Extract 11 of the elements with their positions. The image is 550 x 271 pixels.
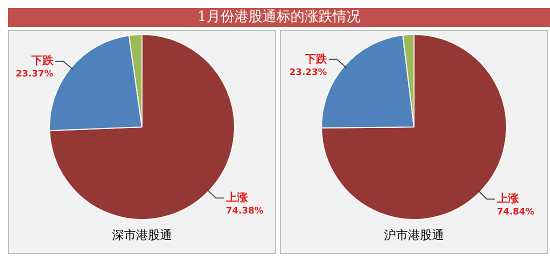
slice-label: 上涨: [496, 192, 520, 205]
slice-label: 下跌: [304, 52, 328, 66]
text: 深市港股通: [112, 227, 172, 244]
data-label: 23.23%: [289, 68, 327, 78]
data-label: 74.84%: [496, 207, 534, 218]
data-label: 23.37%: [16, 70, 54, 80]
slice-label: 下跌: [30, 54, 54, 68]
chart-title: 1月份港股通标的涨跌情况: [8, 8, 550, 27]
data-label: 74.38%: [226, 206, 264, 216]
slice-label: 上涨: [224, 190, 249, 204]
text: 沪市港股通: [384, 227, 444, 244]
